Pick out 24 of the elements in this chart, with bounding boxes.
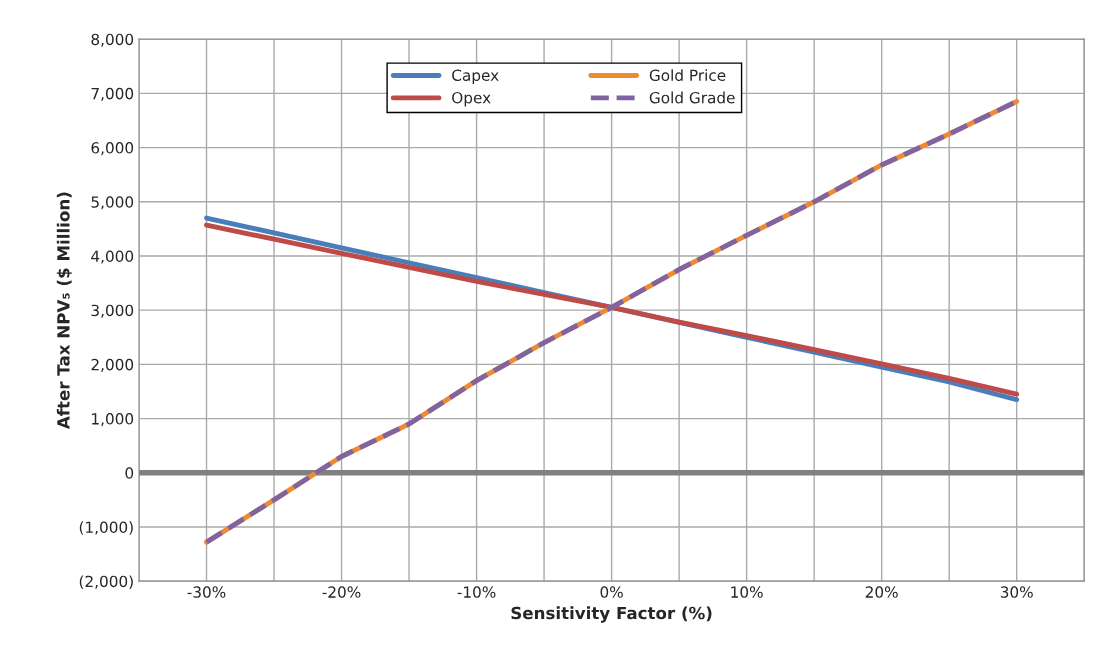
y-tick-label: 5,000 <box>91 196 134 210</box>
legend-label: Opex <box>452 91 491 107</box>
x-tick-label: -30% <box>187 586 226 598</box>
y-tick-label: (2,000) <box>79 575 133 589</box>
x-axis-title: Sensitivity Factor (%) <box>511 606 712 623</box>
legend-label: Capex <box>452 69 499 84</box>
y-tick-label: 0 <box>125 467 134 479</box>
x-tick-label: 10% <box>731 586 763 598</box>
x-tick-label: 0% <box>600 586 623 598</box>
y-tick-label: 6,000 <box>91 142 134 156</box>
y-tick-label: 7,000 <box>91 87 134 101</box>
y-tick-label: 8,000 <box>91 33 134 47</box>
y-tick-label: 2,000 <box>91 358 134 372</box>
y-tick-label: 1,000 <box>92 413 134 427</box>
x-tick-label: -10% <box>457 586 496 598</box>
y-tick-label: (1,000) <box>79 521 133 535</box>
y-tick-label: 4,000 <box>91 250 134 264</box>
x-tick-label: 30% <box>1000 586 1033 598</box>
legend-label: Gold Price <box>649 69 726 82</box>
legend-label: Gold Grade <box>649 91 735 104</box>
y-tick-label: 3,000 <box>91 304 134 318</box>
x-tick-label: -20% <box>322 586 361 598</box>
x-tick-label: 20% <box>865 586 898 598</box>
y-axis-title: After Tax NPV₅ ($ Million) <box>56 192 72 430</box>
